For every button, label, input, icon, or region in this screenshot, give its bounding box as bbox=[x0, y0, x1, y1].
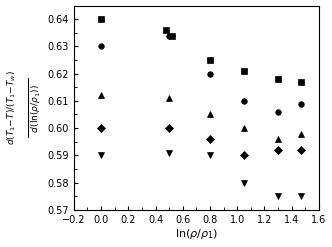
Y-axis label: $d(T_1{-}T)/(T_1{-}T_w)$
$\overline{\ \ d(\ln(\rho/\rho_1))\ \ }$: $d(T_1{-}T)/(T_1{-}T_w)$ $\overline{\ \ … bbox=[6, 70, 43, 145]
X-axis label: $\ln(\rho/\rho_1)$: $\ln(\rho/\rho_1)$ bbox=[175, 227, 218, 242]
